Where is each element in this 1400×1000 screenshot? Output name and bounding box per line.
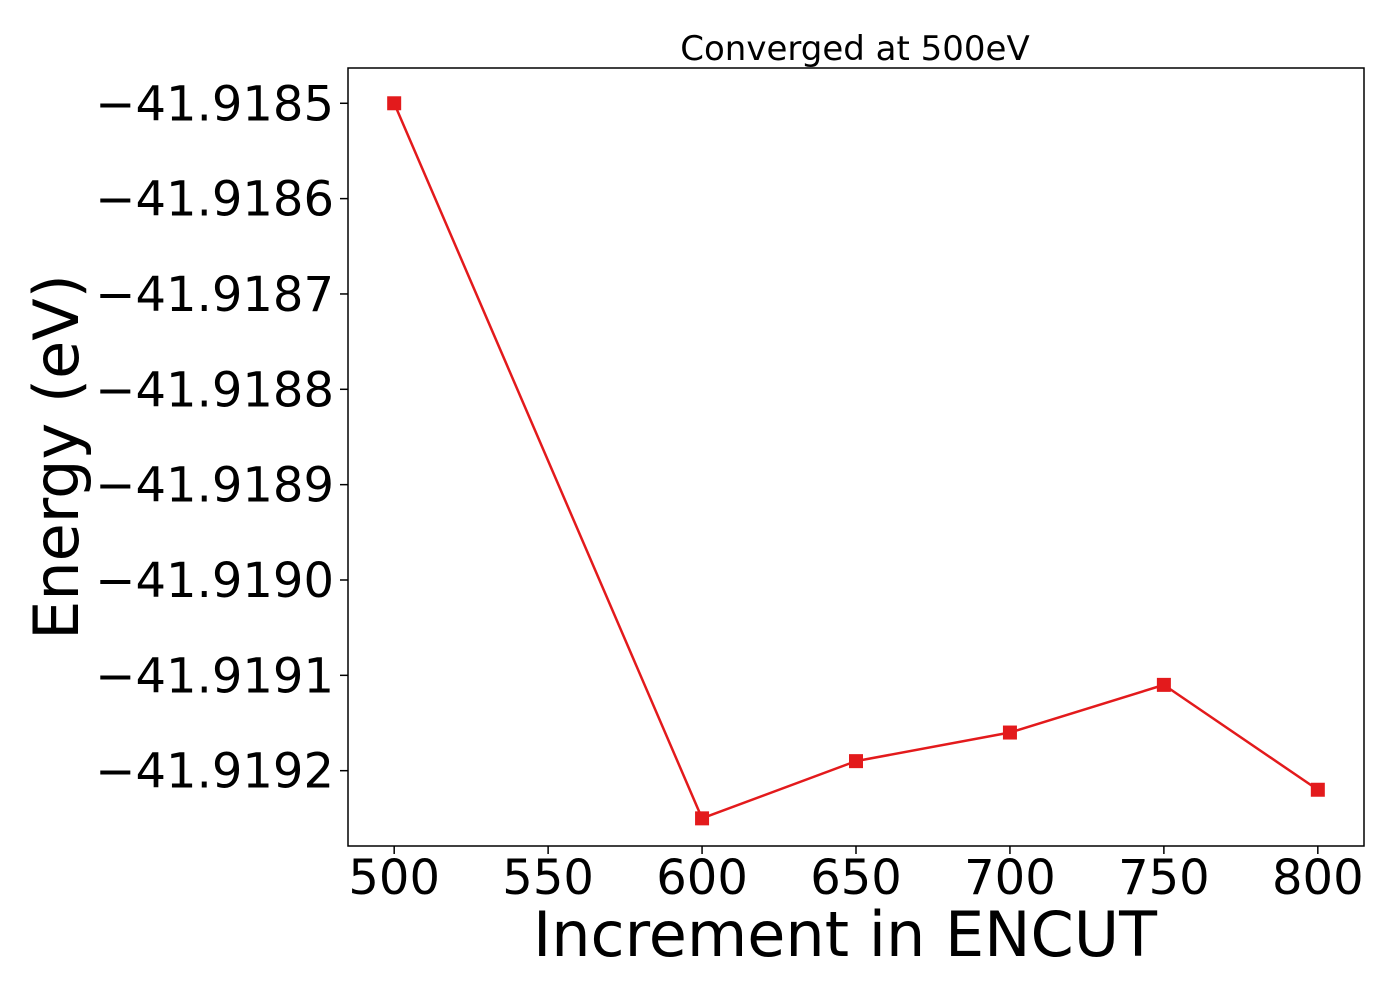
- y-tick-label: −41.9190: [95, 553, 334, 609]
- y-tick-label: −41.9186: [95, 172, 334, 228]
- y-axis-label: Energy (eV): [20, 274, 93, 640]
- y-tick-label: −41.9187: [95, 267, 334, 323]
- y-tick-label: −41.9188: [95, 362, 334, 418]
- y-tick-label: −41.9185: [95, 76, 334, 132]
- plot-area: 500 550 600 650 700 750 800 −41.9185 −41.9186 −41…: [95, 67, 1365, 906]
- data-point-marker: [695, 811, 710, 826]
- x-tick-label: 800: [1272, 850, 1364, 906]
- data-point-marker: [1002, 725, 1017, 740]
- x-axis-label: Increment in ENCUT: [533, 898, 1158, 971]
- chart-title: Converged at 500eV: [680, 29, 1029, 69]
- x-tick-label: 600: [656, 850, 748, 906]
- x-tick-label: 550: [502, 850, 594, 906]
- x-tick-label: 650: [810, 850, 902, 906]
- data-point-marker: [1156, 677, 1171, 692]
- x-tick-label: 500: [348, 850, 440, 906]
- y-tick-label: −41.9191: [95, 648, 334, 704]
- y-tick-label: −41.9192: [95, 744, 334, 800]
- x-tick-label: 700: [964, 850, 1056, 906]
- y-tick-label: −41.9189: [95, 458, 334, 514]
- data-point-marker: [387, 96, 402, 111]
- x-tick-label: 750: [1118, 850, 1210, 906]
- series-line: [393, 102, 1319, 820]
- data-point-marker: [849, 754, 863, 769]
- data-point-marker: [1310, 782, 1325, 797]
